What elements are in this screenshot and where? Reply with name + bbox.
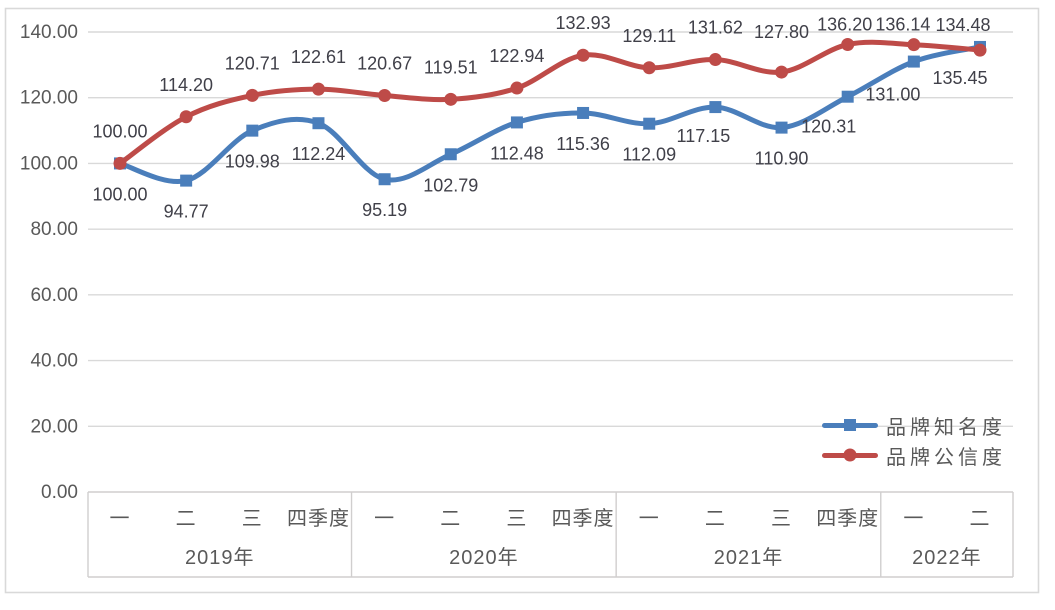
quarter-label: 一 (639, 508, 660, 530)
data-point-square (775, 121, 788, 134)
y-axis-tick-label: 120.00 (20, 88, 78, 109)
data-label: 135.45 (932, 68, 987, 88)
data-label: 100.00 (92, 184, 147, 204)
y-axis-tick-label: 100.00 (20, 153, 78, 174)
legend-line-circle-icon (822, 447, 878, 463)
year-label: 2020年 (449, 546, 519, 569)
data-label: 94.77 (164, 202, 209, 222)
data-label: 136.20 (817, 14, 872, 34)
data-point-square (510, 116, 523, 129)
quarter-label: 二 (705, 508, 726, 530)
y-axis-tick-label: 140.00 (20, 22, 78, 43)
circle-marker-icon (843, 448, 857, 462)
data-point-circle (907, 38, 921, 52)
data-point-square (841, 90, 854, 103)
data-point-circle (510, 81, 524, 95)
quarter-label: 一 (903, 508, 924, 530)
data-point-square (180, 174, 193, 187)
data-point-square (312, 117, 325, 130)
data-point-circle (113, 156, 127, 170)
quarter-label: 三 (242, 508, 263, 530)
data-point-square (643, 117, 656, 130)
data-point-circle (378, 89, 392, 103)
quarter-label: 二 (440, 508, 461, 530)
data-point-circle (708, 53, 722, 67)
data-label: 109.98 (225, 152, 280, 172)
data-label: 114.20 (159, 75, 213, 95)
quarter-label: 一 (374, 508, 395, 530)
year-label: 2022年 (912, 546, 982, 569)
data-point-circle (775, 65, 789, 79)
data-point-circle (576, 48, 590, 62)
data-label: 122.94 (489, 46, 544, 66)
data-label: 117.15 (677, 126, 731, 146)
data-label: 131.00 (865, 85, 920, 105)
legend-line-square-icon (822, 417, 878, 433)
quarter-label: 二 (970, 508, 991, 530)
chart-border (4, 7, 1040, 594)
data-label: 120.67 (357, 54, 412, 74)
data-point-circle (841, 37, 855, 51)
data-label: 102.79 (423, 175, 478, 195)
data-point-square (577, 106, 590, 119)
y-axis-tick-label: 60.00 (30, 285, 78, 306)
data-label: 95.19 (362, 200, 407, 220)
data-label: 134.48 (935, 15, 990, 35)
quarter-label: 三 (506, 508, 527, 530)
data-point-circle (179, 110, 193, 124)
y-axis-tick-label: 80.00 (30, 219, 78, 240)
data-label: 115.36 (556, 134, 610, 154)
data-label: 112.48 (490, 143, 544, 163)
data-label: 119.51 (424, 57, 478, 77)
quarter-label: 四季度 (816, 507, 879, 530)
quarter-label: 三 (771, 508, 792, 530)
data-point-square (444, 148, 457, 161)
data-point-square (907, 55, 920, 68)
data-point-circle (245, 88, 259, 102)
data-label: 131.62 (688, 18, 743, 38)
data-point-square (246, 124, 259, 137)
data-point-circle (973, 43, 987, 57)
legend: 品牌知名度 品牌公信度 (822, 410, 1006, 470)
year-label: 2021年 (714, 546, 784, 569)
y-axis-tick-label: 0.00 (41, 482, 78, 503)
data-point-circle (444, 92, 458, 106)
data-label: 129.11 (622, 26, 676, 46)
legend-item-brand-credibility: 品牌公信度 (822, 440, 1006, 470)
y-axis-tick-label: 20.00 (30, 416, 78, 437)
y-axis-tick-label: 40.00 (30, 351, 78, 372)
quarter-label: 二 (176, 508, 197, 530)
data-point-square (709, 101, 722, 114)
quarter-label: 四季度 (287, 507, 350, 530)
year-label: 2019年 (185, 546, 255, 569)
data-label: 110.90 (755, 149, 809, 169)
square-marker-icon (844, 419, 856, 431)
legend-item-brand-awareness: 品牌知名度 (822, 410, 1006, 440)
data-label: 112.24 (292, 144, 346, 164)
quarter-label: 一 (110, 508, 131, 530)
data-label: 112.09 (622, 145, 676, 165)
data-label: 120.71 (225, 53, 280, 73)
data-point-circle (311, 82, 325, 96)
legend-label-brand-credibility: 品牌公信度 (886, 446, 1006, 469)
quarter-label: 四季度 (552, 507, 615, 530)
data-point-circle (642, 61, 656, 75)
data-label: 120.31 (801, 117, 856, 137)
data-label: 100.00 (92, 121, 147, 141)
data-label: 127.80 (754, 22, 809, 42)
data-label: 136.14 (875, 15, 930, 35)
legend-label-brand-awareness: 品牌知名度 (886, 416, 1006, 439)
data-point-square (378, 173, 391, 186)
data-label: 122.61 (291, 47, 346, 67)
data-label: 132.93 (556, 13, 611, 33)
